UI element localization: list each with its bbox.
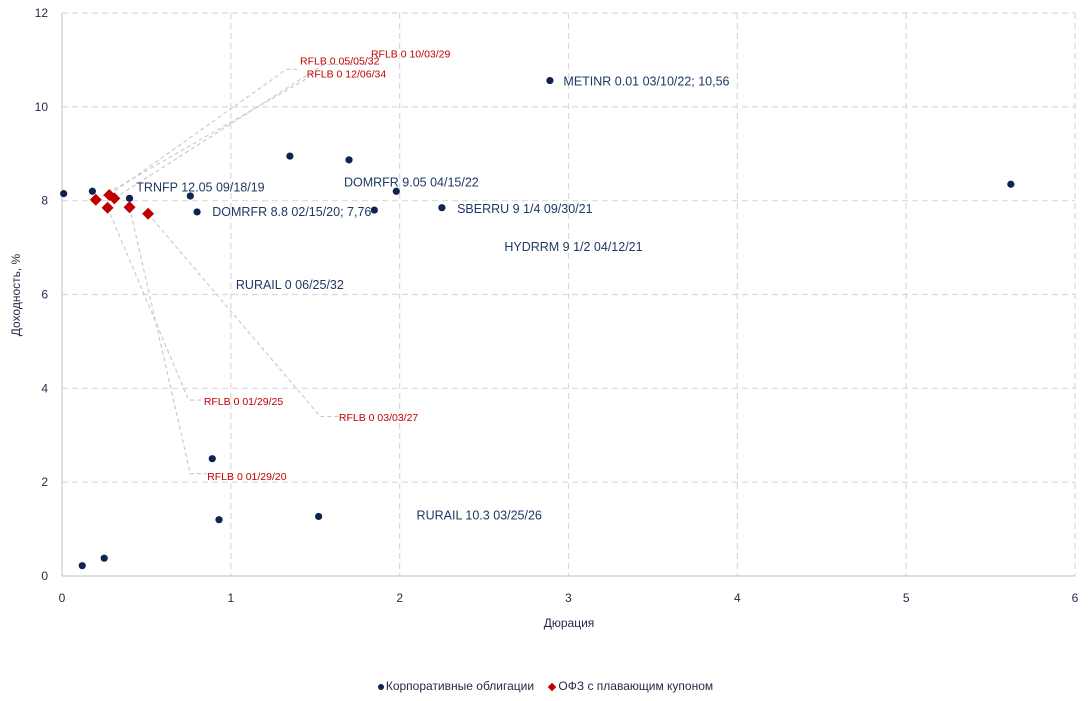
legend-item-ofz: ОФЗ с плавающим купоном xyxy=(548,679,714,693)
corporate-bond-point xyxy=(370,206,378,214)
leader-line xyxy=(95,78,308,201)
y-tick-label: 2 xyxy=(41,475,48,489)
ofz-bond-label: RFLB 0 01/29/25 xyxy=(204,396,284,408)
x-tick-label: 2 xyxy=(396,591,403,605)
x-tick-label: 0 xyxy=(59,591,66,605)
legend-label-ofz: ОФЗ с плавающим купоном xyxy=(558,679,714,693)
legend: Корпоративные облигации ОФЗ с плавающим … xyxy=(0,679,1091,693)
corporate-bond-label: TRNFP 12.05 09/18/19 xyxy=(136,180,264,194)
corporate-bond-point xyxy=(193,208,201,216)
corporate-bond-label: RURAIL 0 06/25/32 xyxy=(236,278,344,292)
y-tick-label: 0 xyxy=(41,569,48,583)
legend-label-corporate: Корпоративные облигации xyxy=(385,679,535,693)
y-axis-title: Доходность, % xyxy=(9,253,23,336)
corporate-bond-label: HYDRRM 9 1/2 04/12/21 xyxy=(504,240,642,254)
ofz-bond-label: RFLB 0 12/06/34 xyxy=(307,68,387,80)
corporate-bond-point xyxy=(78,562,86,570)
circle-marker-icon xyxy=(377,683,384,690)
leader-line xyxy=(147,213,339,418)
corporate-bond-point xyxy=(345,156,353,164)
diamond-marker-icon xyxy=(548,682,557,692)
leader-line xyxy=(114,64,371,199)
corporate-bond-point xyxy=(286,152,294,160)
y-tick-label: 10 xyxy=(35,100,49,114)
y-tick-label: 8 xyxy=(41,194,48,208)
corporate-bond-point xyxy=(125,194,134,202)
ofz-bond-point xyxy=(89,193,102,206)
ofz-bond-point xyxy=(123,201,136,214)
corporate-bond-point xyxy=(186,192,194,200)
corporate-bond-point xyxy=(60,190,68,198)
ofz-bond-point xyxy=(108,192,121,205)
legend-item-corporate: Корпоративные облигации xyxy=(377,679,535,693)
corporate-bond-label: SBERRU 9 1/4 09/30/21 xyxy=(457,202,593,216)
leader-lines xyxy=(95,64,371,475)
x-tick-label: 3 xyxy=(565,591,572,605)
corporate-bond-point xyxy=(100,554,108,562)
corporate-bond-label: RURAIL 10.3 03/25/26 xyxy=(417,509,542,523)
corporate-bond-point xyxy=(215,516,223,524)
y-tick-label: 12 xyxy=(35,6,49,20)
x-axis-title: Дюрация xyxy=(544,616,595,630)
ofz-bond-label: RFLB 0 01/29/20 xyxy=(207,471,287,483)
leader-line xyxy=(108,68,301,196)
data-points xyxy=(60,76,1015,570)
corporate-bond-point xyxy=(438,204,446,212)
x-tick-label: 1 xyxy=(227,591,234,605)
leader-line xyxy=(107,207,204,401)
corporate-bond-point xyxy=(315,512,323,521)
ofz-bond-label: RFLB 0 03/03/27 xyxy=(339,412,419,424)
leader-line xyxy=(128,207,208,475)
y-tick-label: 6 xyxy=(41,288,48,302)
corporate-bond-point xyxy=(208,455,216,463)
corporate-bond-point xyxy=(546,76,554,85)
corporate-bond-label: DOMRFR 8.8 02/15/20; 7,76 xyxy=(212,205,371,219)
x-tick-label: 4 xyxy=(734,591,741,605)
point-labels: METINR 0.01 03/10/22; 10,56 DOMRFR 9.05 0… xyxy=(136,49,729,523)
x-tick-label: 5 xyxy=(903,591,910,605)
grid-lines xyxy=(62,12,1076,576)
corporate-bond-label: METINR 0.01 03/10/22; 10,56 xyxy=(563,75,729,89)
x-tick-label: 6 xyxy=(1072,591,1079,605)
corporate-bond-label: DOMRFR 9.05 04/15/22 xyxy=(344,176,479,190)
ofz-bond-label: RFLB 0 05/05/32 xyxy=(300,56,380,68)
ofz-bond-point xyxy=(101,201,114,214)
ofz-bond-point xyxy=(142,207,155,220)
corporate-bond-point xyxy=(88,187,96,195)
corporate-bond-point xyxy=(392,187,400,195)
ofz-bond-label: RFLB 0 10/03/29 xyxy=(371,49,451,61)
y-tick-label: 4 xyxy=(41,381,48,395)
corporate-bond-point xyxy=(1007,180,1015,188)
